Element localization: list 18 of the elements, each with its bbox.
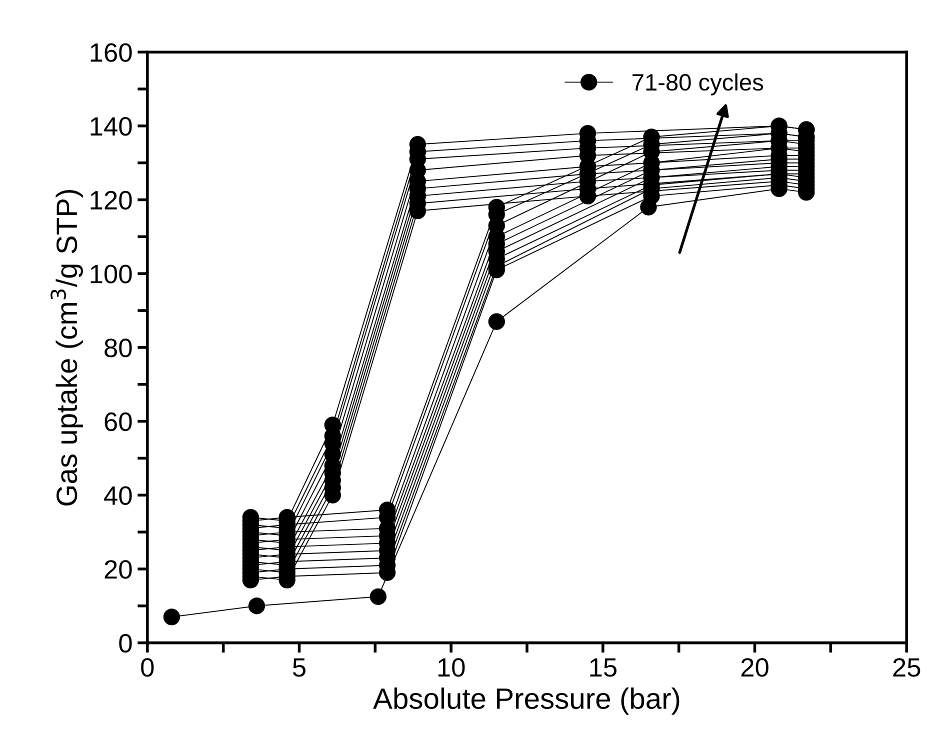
x-tick-label: 0 (141, 658, 154, 677)
x-tick-label: 25 (893, 658, 920, 677)
y-tick-label: 140 (90, 117, 132, 136)
y-tick-label: 40 (104, 486, 132, 505)
y-tick-label: 120 (90, 190, 132, 210)
x-tick-label: 15 (590, 658, 616, 677)
y-tick-label: 0 (119, 634, 132, 653)
x-tick-label: 10 (438, 658, 465, 677)
y-tick-label: 60 (104, 412, 132, 432)
y-tick-label: 160 (90, 43, 132, 62)
y-tick-label: 20 (104, 560, 132, 579)
legend-label: 71-80 cycles (632, 73, 764, 96)
y-tick-label: 100 (90, 264, 132, 284)
y-axis-title: Gas uptake (cm$^{3}$/g STP) (50, 190, 83, 506)
y-tick-label: 80 (104, 338, 132, 358)
x-axis-title: Absolute Pressure (bar) (373, 688, 680, 715)
x-tick-label: 5 (292, 658, 306, 677)
x-tick-label: 20 (741, 658, 768, 677)
